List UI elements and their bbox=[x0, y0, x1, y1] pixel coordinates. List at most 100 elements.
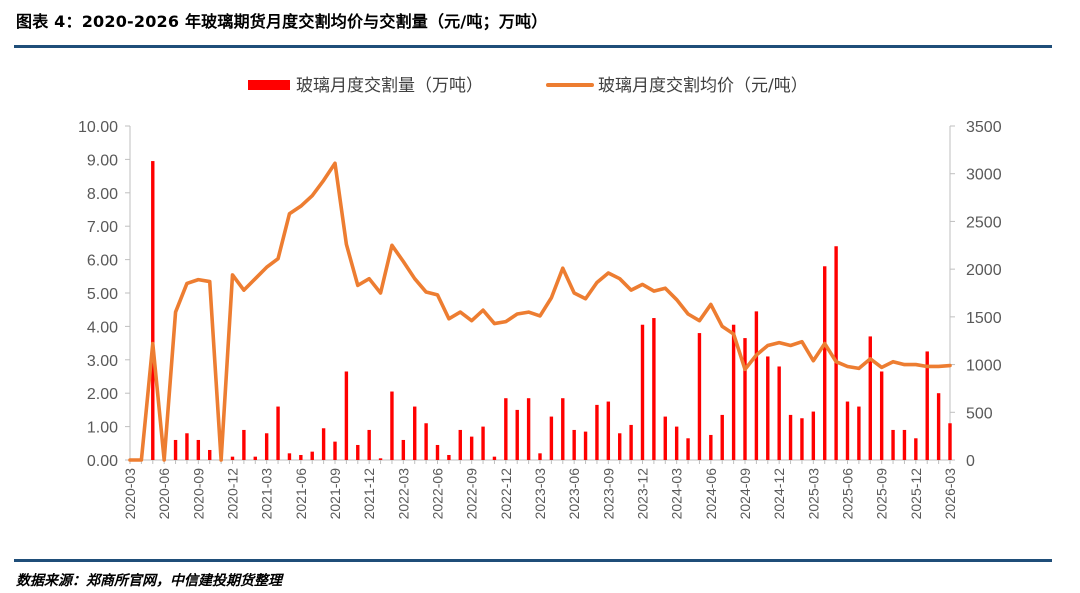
bar bbox=[709, 434, 713, 460]
x-tick-label: 2023-06 bbox=[566, 468, 582, 520]
bar bbox=[868, 336, 872, 460]
bar bbox=[378, 458, 383, 460]
x-tick-label: 2025-03 bbox=[805, 468, 821, 520]
bar bbox=[891, 429, 895, 460]
bar bbox=[469, 436, 474, 460]
axes: 0.00 1.00 2.00 3.00 4.00 5.00 6.00 7.00 8.00 9.00… bbox=[78, 119, 1002, 519]
bar bbox=[811, 411, 816, 460]
bar bbox=[902, 429, 907, 460]
x-tick-label: 2025-09 bbox=[874, 468, 890, 520]
bar bbox=[401, 439, 406, 460]
bar bbox=[253, 456, 257, 460]
bar-series bbox=[151, 161, 952, 460]
left-tick-label: 4.00 bbox=[87, 319, 118, 336]
bar bbox=[504, 398, 508, 460]
bar bbox=[663, 416, 667, 460]
x-tick-label: 2021-06 bbox=[293, 468, 309, 520]
source-note: 数据来源：郑商所官网，中信建投期货整理 bbox=[16, 573, 282, 589]
figure-title: 图表 4：2020-2026 年玻璃期货月度交割均价与交割量（元/吨；万吨） bbox=[16, 12, 548, 31]
bar bbox=[823, 266, 827, 460]
bar bbox=[743, 338, 747, 460]
bar bbox=[151, 161, 155, 460]
bar bbox=[618, 433, 622, 460]
bar bbox=[595, 404, 599, 460]
bar bbox=[845, 401, 850, 460]
bar bbox=[367, 429, 371, 460]
left-tick-label: 1.00 bbox=[87, 420, 118, 437]
bar bbox=[879, 371, 884, 460]
x-tick-label: 2023-09 bbox=[600, 468, 616, 520]
right-tick-label: 0 bbox=[966, 453, 975, 470]
bar bbox=[310, 451, 314, 460]
x-tick-label: 2026-03 bbox=[942, 468, 958, 520]
x-tick-label: 2020-03 bbox=[122, 468, 138, 520]
left-tick-label: 8.00 bbox=[87, 186, 118, 203]
bar bbox=[652, 318, 656, 460]
bar bbox=[390, 391, 394, 460]
x-tick-label: 2020-06 bbox=[156, 468, 172, 520]
left-tick-label: 10.00 bbox=[78, 119, 118, 136]
bar bbox=[583, 431, 588, 460]
bar bbox=[788, 414, 793, 460]
bar bbox=[481, 426, 485, 460]
bar bbox=[754, 311, 759, 460]
bar bbox=[447, 454, 451, 460]
left-tick-label: 2.00 bbox=[87, 386, 118, 403]
x-tick-label: 2023-03 bbox=[532, 468, 548, 520]
right-tick-label: 1000 bbox=[966, 358, 1002, 375]
legend: 玻璃月度交割量（万吨） 玻璃月度交割均价（元/吨） bbox=[248, 76, 808, 96]
top-divider bbox=[14, 45, 1052, 48]
bar bbox=[526, 398, 531, 460]
left-tick-label: 9.00 bbox=[87, 152, 118, 169]
bar bbox=[492, 456, 497, 460]
x-tick-label: 2025-12 bbox=[908, 468, 924, 520]
x-tick-label: 2022-06 bbox=[430, 468, 446, 520]
bar bbox=[936, 393, 941, 460]
bar bbox=[549, 416, 554, 460]
bar bbox=[561, 398, 565, 460]
bar bbox=[264, 433, 269, 460]
x-tick-label: 2024-03 bbox=[669, 468, 685, 520]
bar bbox=[925, 351, 929, 460]
price-line bbox=[128, 161, 952, 462]
right-tick-label: 3000 bbox=[966, 167, 1002, 184]
left-tick-label: 3.00 bbox=[87, 353, 118, 370]
right-tick-label: 2500 bbox=[966, 214, 1002, 231]
bar bbox=[356, 444, 360, 460]
bar bbox=[299, 454, 303, 460]
bar bbox=[413, 406, 417, 460]
bar bbox=[629, 424, 633, 460]
x-tick-label: 2024-06 bbox=[703, 468, 719, 520]
bar bbox=[674, 426, 679, 460]
bar bbox=[857, 406, 861, 460]
bar bbox=[686, 438, 690, 460]
x-tick-label: 2024-12 bbox=[771, 468, 787, 520]
left-tick-label: 0.00 bbox=[87, 453, 118, 470]
bar bbox=[731, 324, 736, 460]
bar bbox=[720, 414, 724, 460]
bar bbox=[185, 433, 189, 460]
right-tick-label: 3500 bbox=[966, 119, 1002, 136]
bar bbox=[321, 428, 326, 460]
x-tick-label: 2021-03 bbox=[259, 468, 275, 520]
bar bbox=[196, 439, 201, 460]
bar bbox=[515, 409, 519, 460]
left-tick-label: 6.00 bbox=[87, 253, 118, 270]
bar bbox=[230, 456, 235, 460]
x-tick-label: 2025-06 bbox=[840, 468, 856, 520]
bar bbox=[208, 449, 212, 460]
bar bbox=[287, 453, 292, 460]
bar bbox=[458, 429, 462, 460]
legend-swatch-bar bbox=[248, 80, 290, 90]
bar bbox=[914, 438, 918, 460]
x-tick-label: 2022-03 bbox=[395, 468, 411, 520]
bar bbox=[777, 366, 781, 460]
x-tick-label: 2023-12 bbox=[635, 468, 651, 520]
right-tick-label: 2000 bbox=[966, 262, 1002, 279]
x-tick-label: 2020-09 bbox=[190, 468, 206, 520]
bar bbox=[834, 246, 838, 460]
bar bbox=[242, 429, 246, 460]
x-tick-label: 2021-12 bbox=[361, 468, 377, 520]
bar bbox=[173, 439, 178, 460]
